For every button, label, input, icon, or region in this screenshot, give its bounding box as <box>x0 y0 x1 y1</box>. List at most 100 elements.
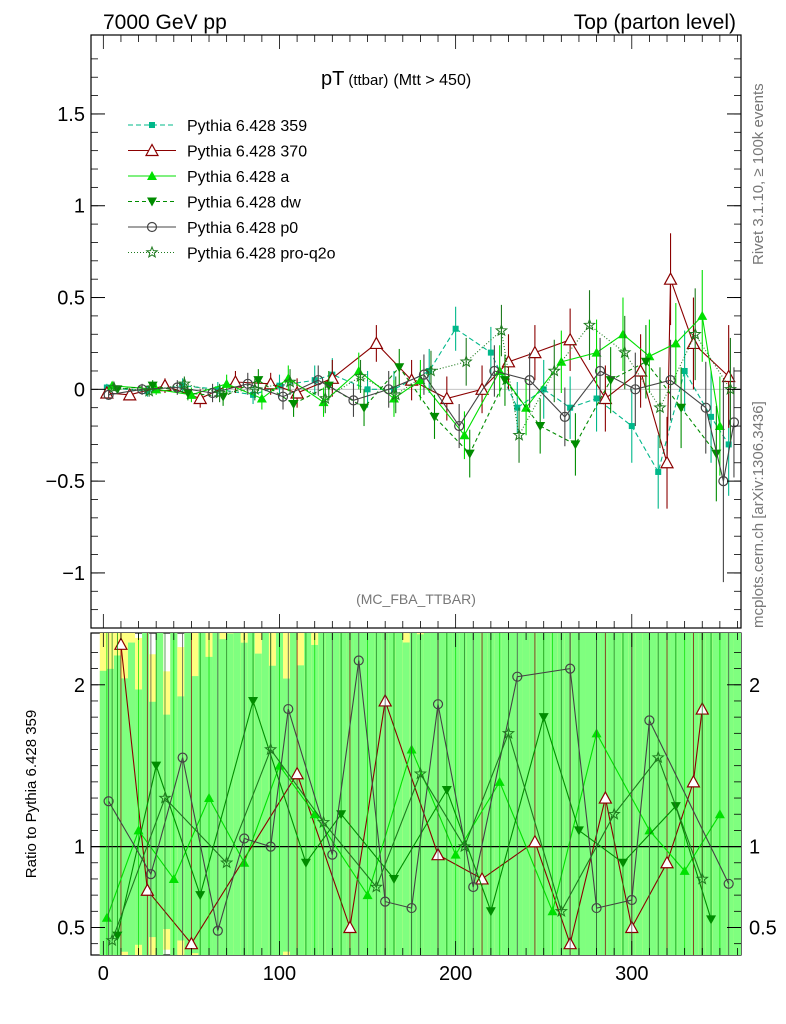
data-point <box>454 420 465 432</box>
ratio-point <box>695 871 709 885</box>
ratio-point <box>248 696 259 706</box>
legend-item-pq2o: Pythia 6.428 pro-q2o <box>128 246 336 263</box>
ratio-point <box>151 761 162 771</box>
data-point <box>697 310 708 320</box>
ratio-point <box>353 655 364 666</box>
ratio-point <box>413 766 427 780</box>
band-green <box>339 633 347 955</box>
band-green <box>226 633 234 955</box>
series-pq2o <box>107 288 738 463</box>
band-green <box>670 633 678 955</box>
x-tick-label: 100 <box>263 963 296 985</box>
data-point <box>394 363 405 373</box>
series-line-pdw <box>117 361 717 455</box>
main-x-ticks <box>102 35 738 628</box>
data-point <box>547 364 561 377</box>
band-green <box>564 633 572 955</box>
x-tick-label: 0 <box>98 963 109 985</box>
data-point <box>660 455 675 469</box>
series-p370 <box>99 233 736 509</box>
band-green <box>156 633 164 955</box>
data-point <box>186 389 197 399</box>
ratio-point <box>274 760 285 770</box>
band-green <box>649 633 657 955</box>
legend-marker <box>147 197 157 207</box>
ratio-point <box>264 742 278 756</box>
data-point <box>721 369 736 383</box>
data-point <box>681 367 688 374</box>
band-green <box>127 642 136 955</box>
data-point <box>253 376 264 386</box>
legend-label: Pythia 6.428 dw <box>187 195 301 212</box>
band-green <box>353 633 361 955</box>
band-green <box>578 633 586 955</box>
y-tick-label: 1 <box>74 196 85 218</box>
legend-item-p370: Pythia 6.428 370 <box>128 143 307 161</box>
data-point <box>122 387 137 401</box>
data-point <box>142 384 156 397</box>
data-point <box>415 375 426 385</box>
y-tick-label: 0.5 <box>57 288 85 310</box>
data-point <box>193 391 208 405</box>
ratio-series-pq2o <box>105 633 709 955</box>
band-green <box>607 633 615 955</box>
ratio-point <box>316 815 331 828</box>
ratio-y-tick-label: 2 <box>74 675 85 697</box>
ratio-y-ticks: 0.5 0.5 1 1 2 2 <box>57 652 777 945</box>
data-point <box>475 382 490 395</box>
band-green <box>219 639 227 955</box>
data-point <box>147 381 158 391</box>
band-green <box>684 633 692 955</box>
band-green <box>325 633 333 955</box>
data-point <box>617 329 628 339</box>
header-right: Top (parton level) <box>574 11 736 34</box>
ratio-point <box>369 880 383 893</box>
ratio-point <box>220 855 234 869</box>
band-green <box>423 633 431 955</box>
ratio-point <box>212 925 223 936</box>
y-tick-label: −0.5 <box>46 471 85 493</box>
ratio-point <box>158 791 172 804</box>
band-green <box>198 633 206 955</box>
ratio-point <box>406 902 417 914</box>
legend-item-p359: Pythia 6.428 359 <box>128 118 307 135</box>
band-green <box>529 633 537 955</box>
data-point <box>353 365 364 375</box>
main-plot-area <box>91 233 741 583</box>
band-green <box>459 633 467 955</box>
data-point <box>389 387 403 401</box>
band-green <box>360 633 368 955</box>
data-point <box>494 323 509 337</box>
data-point <box>725 441 732 448</box>
ratio-point <box>660 855 675 869</box>
data-point <box>107 380 121 394</box>
ratio-point <box>300 858 311 868</box>
legend-item-pa: Pythia 6.428 a <box>128 169 289 186</box>
legend-marker <box>149 122 155 128</box>
data-point <box>288 400 299 410</box>
ratio-point <box>327 849 338 860</box>
legend-label: Pythia 6.428 pro-q2o <box>187 246 336 263</box>
band-green <box>120 678 128 952</box>
data-point <box>524 375 535 386</box>
ratio-point <box>485 907 496 917</box>
rivet-version-label: Rivet 3.1.10, ≥ 100k events <box>750 83 767 265</box>
band-green <box>473 633 481 955</box>
band-green <box>621 633 629 955</box>
data-point <box>501 354 516 368</box>
y-tick-label: 1.5 <box>57 104 85 126</box>
ratio-point <box>388 874 399 884</box>
data-point <box>563 332 578 346</box>
ratio-series-pdw <box>112 633 717 955</box>
ratio-point <box>336 810 347 820</box>
legend-item-pp0: Pythia 6.428 p0 <box>128 220 298 237</box>
legend-label: Pythia 6.428 a <box>187 169 289 186</box>
ratio-y-axis-label: Ratio to Pythia 6.428 359 <box>23 710 40 878</box>
legend-marker <box>147 171 157 180</box>
data-point <box>582 318 597 331</box>
data-point <box>213 386 227 399</box>
band-green <box>247 633 255 955</box>
data-point <box>182 389 193 399</box>
x-tick-label: 200 <box>439 963 472 985</box>
data-point <box>676 403 687 413</box>
